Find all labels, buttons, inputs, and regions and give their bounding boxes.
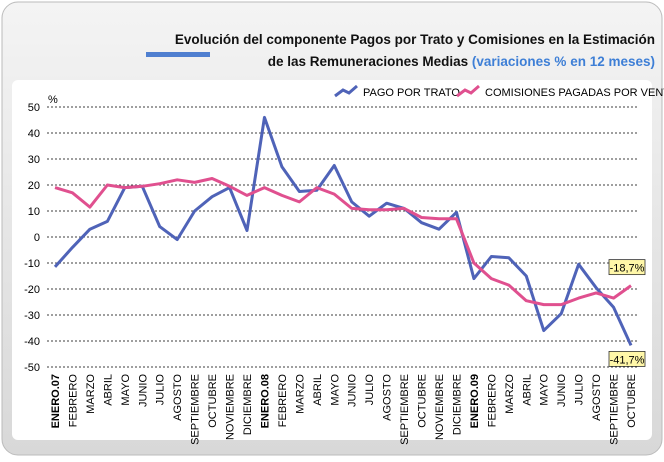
x-tick-label: OCTUBRE xyxy=(417,374,429,428)
x-tick-label: MARZO xyxy=(294,374,306,414)
x-tick-label: JULIO xyxy=(364,374,376,406)
value-label: -41,7% xyxy=(610,354,645,366)
legend-swatch xyxy=(456,84,480,98)
x-tick-label: DICIEMBRE xyxy=(242,374,254,435)
y-axis-label: % xyxy=(48,94,58,106)
y-tick-label: 40 xyxy=(28,128,40,140)
x-tick-label: JUNIO xyxy=(137,374,149,407)
y-tick-label: 10 xyxy=(28,206,40,218)
x-tick-label: JUNIO xyxy=(347,374,359,407)
y-tick-label: 50 xyxy=(28,102,40,114)
title-line2: de las Remuneraciones Medias xyxy=(268,54,468,69)
x-tick-label: ABRIL xyxy=(102,374,114,406)
x-tick-label: JUNIO xyxy=(556,374,568,407)
x-tick-label: AGOSTO xyxy=(172,374,184,421)
x-tick-label: OCTUBRE xyxy=(626,374,638,428)
x-tick-label: FEBRERO xyxy=(67,374,79,428)
x-tick-label: MARZO xyxy=(504,374,516,414)
x-tick-label: NOVIEMBRE xyxy=(225,374,237,440)
y-tick-label: -50 xyxy=(24,362,40,374)
value-label-box xyxy=(608,351,646,367)
value-label-box xyxy=(608,259,646,276)
x-tick-label: JULIO xyxy=(574,374,586,406)
x-tick-label: ENERO.07 xyxy=(50,374,62,428)
x-tick-label: ENERO.08 xyxy=(259,374,271,428)
x-tick-label: SEPTIEMBRE xyxy=(609,374,621,445)
y-tick-label: -10 xyxy=(24,258,40,270)
x-tick-label: NOVIEMBRE xyxy=(434,374,446,440)
legend-swatch xyxy=(334,84,358,98)
x-tick-label: MAYO xyxy=(329,374,341,406)
y-tick-label: -30 xyxy=(24,310,40,322)
y-tick-label: -40 xyxy=(24,336,40,348)
x-tick-label: ENERO.09 xyxy=(469,374,481,428)
x-tick-label: SEPTIEMBRE xyxy=(399,374,411,445)
x-tick-label: MARZO xyxy=(85,374,97,414)
y-tick-label: 0 xyxy=(34,232,40,244)
plot-panel xyxy=(12,80,652,440)
x-tick-label: ABRIL xyxy=(521,374,533,406)
chart-title-line: de las Remuneraciones Medias (variacione… xyxy=(268,54,655,69)
x-tick-label: FEBRERO xyxy=(486,374,498,428)
legend-label: PAGO POR TRATO xyxy=(363,87,460,99)
chart-title: Evolución del componente Pagos por Trato… xyxy=(175,32,655,47)
y-tick-label: 30 xyxy=(28,154,40,166)
value-label: -18,7% xyxy=(610,263,645,275)
x-tick-label: MAYO xyxy=(539,374,551,406)
x-tick-label: OCTUBRE xyxy=(207,374,219,428)
title-bar xyxy=(146,52,210,57)
subtitle: (variaciones % en 12 meses) xyxy=(472,54,655,69)
x-tick-label: AGOSTO xyxy=(382,374,394,421)
x-tick-label: JULIO xyxy=(155,374,167,406)
y-tick-label: 20 xyxy=(28,180,40,192)
x-tick-label: ABRIL xyxy=(312,374,324,406)
x-tick-label: DICIEMBRE xyxy=(451,374,463,435)
x-tick-label: SEPTIEMBRE xyxy=(190,374,202,445)
legend-label: COMISIONES PAGADAS POR VENTA xyxy=(485,87,664,99)
series-line xyxy=(54,177,632,307)
x-tick-label: MAYO xyxy=(120,374,132,406)
x-tick-label: FEBRERO xyxy=(277,374,289,428)
x-tick-label: AGOSTO xyxy=(591,374,603,421)
y-tick-label: -20 xyxy=(24,284,40,296)
